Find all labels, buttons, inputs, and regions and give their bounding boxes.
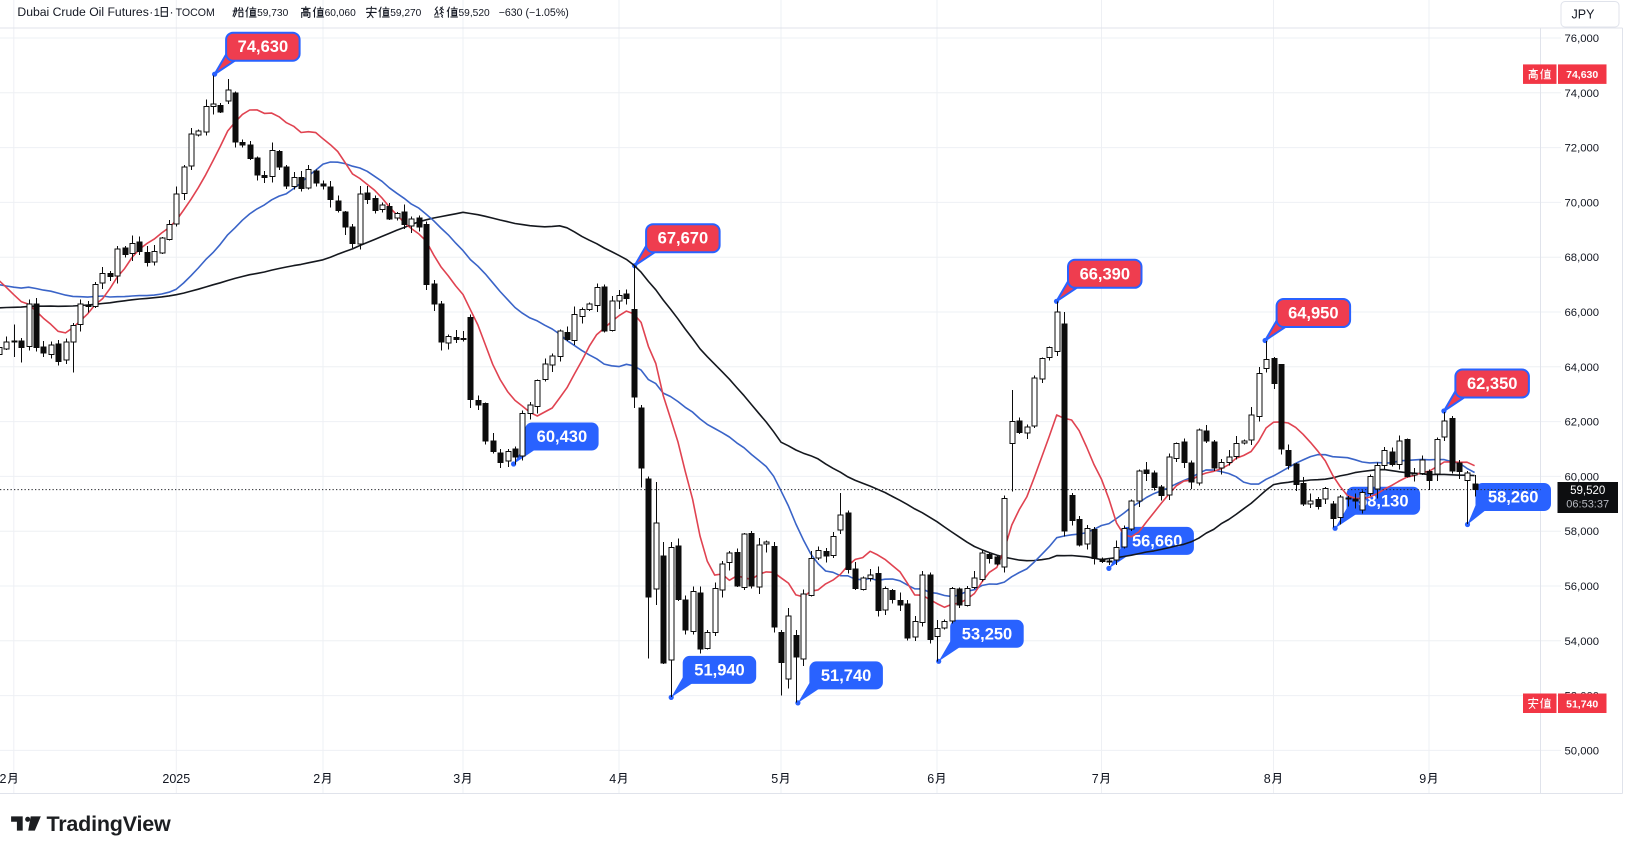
svg-text:Dubai Crude Oil Futures: Dubai Crude Oil Futures <box>17 5 148 19</box>
svg-text:4: 4 <box>609 772 616 786</box>
svg-text:6: 6 <box>927 772 934 786</box>
svg-text:1: 1 <box>154 7 160 19</box>
svg-text:5: 5 <box>771 772 778 786</box>
svg-text:51,940: 51,940 <box>694 661 744 679</box>
svg-text:−630 (−1.05%): −630 (−1.05%) <box>499 7 569 19</box>
svg-text:58,130: 58,130 <box>1358 492 1408 510</box>
svg-text:62,000: 62,000 <box>1565 417 1600 429</box>
svg-text:2025: 2025 <box>162 772 190 786</box>
svg-text:3: 3 <box>453 772 460 786</box>
svg-text:12: 12 <box>0 772 7 786</box>
svg-text:67,670: 67,670 <box>658 230 708 248</box>
svg-text:TradingView: TradingView <box>47 812 172 836</box>
svg-text:60,060: 60,060 <box>325 8 356 19</box>
svg-text:60,430: 60,430 <box>537 428 587 446</box>
svg-text:66,000: 66,000 <box>1565 307 1600 319</box>
svg-text:·: · <box>149 5 153 19</box>
svg-text:64,950: 64,950 <box>1288 305 1338 323</box>
svg-text:64,000: 64,000 <box>1565 362 1600 374</box>
svg-text:59,730: 59,730 <box>257 8 288 19</box>
svg-text:66,390: 66,390 <box>1080 265 1130 283</box>
svg-text:59,520: 59,520 <box>459 8 490 19</box>
svg-text:·: · <box>170 5 174 19</box>
svg-text:9: 9 <box>1419 772 1426 786</box>
svg-text:8: 8 <box>1264 772 1271 786</box>
svg-text:70,000: 70,000 <box>1565 197 1600 209</box>
svg-text:74,000: 74,000 <box>1565 88 1600 100</box>
svg-text:56,660: 56,660 <box>1132 532 1182 550</box>
svg-text:60,000: 60,000 <box>1565 471 1600 483</box>
svg-text:74,630: 74,630 <box>238 38 288 56</box>
svg-text:51,740: 51,740 <box>1566 698 1598 710</box>
svg-text:58,000: 58,000 <box>1565 526 1600 538</box>
svg-text:59,270: 59,270 <box>390 8 421 19</box>
svg-text:2: 2 <box>313 772 320 786</box>
svg-text:74,630: 74,630 <box>1566 69 1598 81</box>
svg-text:54,000: 54,000 <box>1565 636 1600 648</box>
svg-text:51,740: 51,740 <box>821 667 871 685</box>
svg-text:06:53:37: 06:53:37 <box>1566 498 1609 510</box>
svg-text:62,350: 62,350 <box>1467 375 1517 393</box>
svg-text:56,000: 56,000 <box>1565 581 1600 593</box>
svg-text:59,520: 59,520 <box>1570 485 1605 497</box>
svg-text:72,000: 72,000 <box>1565 143 1600 155</box>
svg-text:JPY: JPY <box>1572 8 1596 22</box>
svg-text:7: 7 <box>1092 772 1099 786</box>
svg-text:53,250: 53,250 <box>962 625 1012 643</box>
svg-text:68,000: 68,000 <box>1565 252 1600 264</box>
svg-text:50,000: 50,000 <box>1565 745 1600 757</box>
svg-text:76,000: 76,000 <box>1565 33 1600 45</box>
svg-text:58,260: 58,260 <box>1488 489 1538 507</box>
svg-text:TOCOM: TOCOM <box>176 7 215 19</box>
